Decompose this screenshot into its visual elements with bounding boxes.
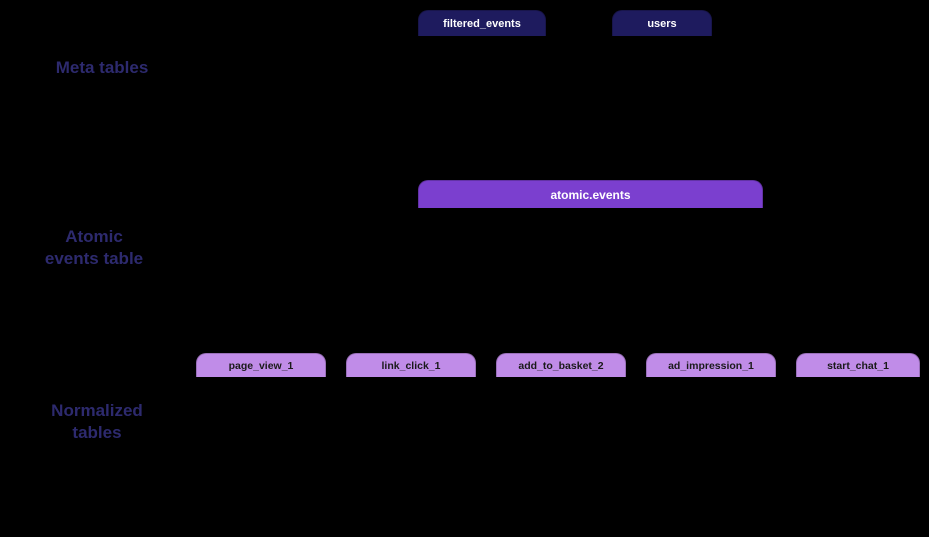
tab-label: ad_impression_1 [668, 360, 754, 372]
diagram-canvas: Meta tables Atomic events table Normaliz… [0, 0, 929, 537]
tab-label: page_view_1 [229, 360, 294, 372]
row-label-text-line2: tables [72, 423, 121, 442]
tab-label: users [647, 18, 676, 30]
row-label-text-line2: events table [45, 249, 143, 268]
tab-users: users [612, 10, 712, 36]
tab-label: atomic.events [550, 188, 630, 202]
row-label-normalized: Normalized tables [32, 400, 162, 444]
tab-link-click-1: link_click_1 [346, 353, 476, 377]
tab-page-view-1: page_view_1 [196, 353, 326, 377]
row-label-text-line1: Normalized [51, 401, 143, 420]
tab-ad-impression-1: ad_impression_1 [646, 353, 776, 377]
row-label-meta: Meta tables [42, 57, 162, 79]
row-label-text: Meta tables [56, 58, 149, 77]
tab-label: add_to_basket_2 [518, 360, 603, 372]
row-label-text-line1: Atomic [65, 227, 123, 246]
tab-label: filtered_events [443, 18, 521, 30]
row-label-atomic: Atomic events table [24, 226, 164, 270]
tab-atomic-events: atomic.events [418, 180, 763, 208]
tab-add-to-basket-2: add_to_basket_2 [496, 353, 626, 377]
tab-start-chat-1: start_chat_1 [796, 353, 920, 377]
tab-filtered-events: filtered_events [418, 10, 546, 36]
tab-label: link_click_1 [382, 360, 441, 372]
tab-label: start_chat_1 [827, 360, 889, 372]
